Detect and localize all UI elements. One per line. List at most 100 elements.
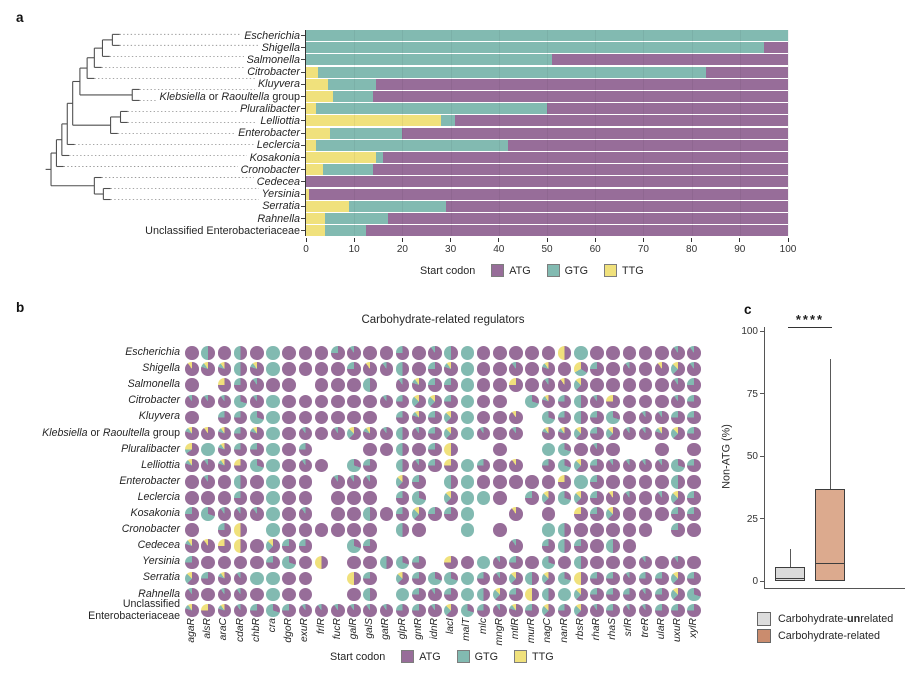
pie-yersinia-frlR bbox=[314, 555, 329, 570]
pie-kosakonia-cdaR bbox=[233, 507, 248, 521]
pie-citrobacter-agaR bbox=[185, 394, 199, 409]
pie-kluyvera-idnR bbox=[428, 410, 442, 425]
gene-label: mlc bbox=[477, 618, 489, 635]
pie-lelliottia-nagC bbox=[541, 458, 556, 473]
pie-row-label: Pluralibacter bbox=[121, 442, 180, 455]
pie-kluyvera-uxuR bbox=[671, 410, 685, 425]
pie-salmonella-dgoR bbox=[282, 378, 296, 392]
y-tick bbox=[760, 518, 765, 519]
pie-lelliottia-araC bbox=[217, 458, 232, 473]
pie-shigella-cra bbox=[266, 362, 280, 376]
pie-yersinia-rbsR bbox=[574, 555, 588, 570]
taxon-label: Serratia bbox=[0, 200, 300, 213]
bar-row bbox=[306, 164, 788, 176]
gtg-swatch bbox=[456, 650, 470, 663]
pie-kluyvera-nanR bbox=[557, 410, 572, 425]
pie-citrobacter-mngR bbox=[493, 394, 507, 409]
pie-lelliottia-rhaR bbox=[590, 458, 604, 473]
pie-leclercia-exuR bbox=[298, 491, 313, 505]
pie-row-label: Cedecea bbox=[137, 539, 180, 552]
pie-rahnella-cra bbox=[266, 587, 280, 602]
taxon-label: Pluralibacter bbox=[0, 102, 300, 115]
pie-shigella-rhaR bbox=[590, 362, 604, 376]
pie-cronobacter-rhaS bbox=[606, 523, 620, 537]
gene-label: rhaR bbox=[591, 618, 602, 641]
pie-lelliottia-rbsR bbox=[574, 458, 588, 473]
pie-unclassified-exuR bbox=[298, 603, 313, 618]
pie-leclercia-mlc bbox=[476, 491, 491, 505]
taxon-label-text: Rahnella bbox=[254, 212, 300, 225]
atg-swatch bbox=[491, 264, 505, 277]
pie-row-label: Escherichia bbox=[125, 346, 180, 358]
pie-lelliottia-galS bbox=[363, 458, 377, 473]
x-tick bbox=[498, 238, 500, 242]
pie-kluyvera-srlR bbox=[622, 410, 637, 425]
gene-label: alsR bbox=[202, 618, 214, 639]
pie-lelliottia-glpR bbox=[395, 458, 410, 473]
row-tick bbox=[301, 59, 306, 61]
bar-row bbox=[306, 115, 788, 127]
bar-segment-atg bbox=[706, 66, 788, 78]
pie-citrobacter-murR bbox=[525, 394, 539, 409]
pie-escherichia-idnR bbox=[428, 346, 442, 360]
pie-citrobacter-mlc bbox=[476, 394, 491, 409]
pie-enterobacter-cra bbox=[266, 475, 280, 489]
gene-label: idnR bbox=[429, 618, 440, 640]
pie-pluralibacter-glpR bbox=[395, 442, 410, 457]
pie-lelliottia-dgoR bbox=[282, 458, 296, 473]
pie-kluyvera-cdaR bbox=[233, 410, 248, 425]
bar-segment-atg bbox=[445, 200, 788, 212]
pie-kosakonia-uxuR bbox=[671, 507, 685, 521]
pie-serratia-galR bbox=[347, 571, 361, 586]
pie-salmonella-rhaS bbox=[606, 378, 620, 392]
row-tick bbox=[301, 71, 306, 73]
pie-salmonella-glpR bbox=[395, 378, 410, 392]
pie-cronobacter-agaR bbox=[185, 523, 199, 537]
pie-rahnella-treR bbox=[638, 587, 653, 602]
gene-label: srlR bbox=[623, 618, 635, 637]
legend-title: Start codon bbox=[330, 650, 386, 663]
pie-cronobacter-rbsR bbox=[574, 523, 588, 537]
gene-label: murR bbox=[526, 618, 538, 644]
pie-cronobacter-frlR bbox=[314, 523, 329, 537]
pie-salmonella-mlc bbox=[476, 378, 491, 392]
pie-lelliottia-chbR bbox=[250, 458, 264, 473]
pie-cronobacter-araC bbox=[217, 523, 232, 537]
pie-citrobacter-galS bbox=[363, 394, 377, 409]
pie-enterobacter-fucR bbox=[331, 475, 345, 489]
pie-cronobacter-malT bbox=[460, 523, 475, 537]
pie-pluralibacter-gatR bbox=[379, 442, 394, 457]
pie-kluyvera-galS bbox=[363, 410, 377, 425]
gene-label: malT bbox=[461, 618, 473, 641]
pie-serratia-glpR bbox=[395, 571, 410, 586]
pie-escherichia-malT bbox=[460, 346, 475, 360]
pie-escherichia-frlR bbox=[314, 346, 329, 360]
legend-item-gtg: GTG bbox=[546, 264, 588, 277]
pie-shigella-uxuR bbox=[671, 362, 685, 376]
pie-yersinia-rhaR bbox=[590, 555, 604, 570]
pie-enterobacter-ulaR bbox=[655, 475, 669, 489]
pie-salmonella-cdaR bbox=[233, 378, 248, 392]
taxon-label-text: Shigella bbox=[258, 41, 300, 54]
pie-cedecea-srlR bbox=[622, 539, 637, 553]
pie-serratia-ulaR bbox=[655, 571, 669, 586]
pie-salmonella-chbR bbox=[250, 378, 264, 392]
pie-lelliottia-cdaR bbox=[233, 458, 248, 473]
pie-unclassified-galR bbox=[347, 603, 361, 618]
pie-pluralibacter-alsR bbox=[201, 442, 215, 457]
pie-cedecea-araC bbox=[217, 539, 232, 553]
pie-serratia-mngR bbox=[493, 571, 507, 586]
gene-label: araC bbox=[218, 618, 230, 641]
panel-c-legend-label: Carbohydrate-related bbox=[778, 630, 881, 642]
pie-escherichia-agaR bbox=[185, 346, 199, 360]
pie-yersinia-malT bbox=[460, 555, 475, 570]
pie-serratia-mlc bbox=[476, 571, 491, 586]
pie-klebsiella-frlR bbox=[314, 426, 329, 441]
pie-citrobacter-glpR bbox=[395, 394, 410, 409]
x-tick-label: 100 bbox=[779, 244, 797, 255]
pie-cronobacter-uxuR bbox=[671, 523, 685, 537]
panel-b-title: Carbohydrate-related regulators bbox=[361, 314, 525, 326]
y-tick bbox=[760, 455, 765, 457]
taxon-label: Rahnella bbox=[0, 212, 300, 225]
pie-salmonella-galS bbox=[363, 378, 377, 392]
